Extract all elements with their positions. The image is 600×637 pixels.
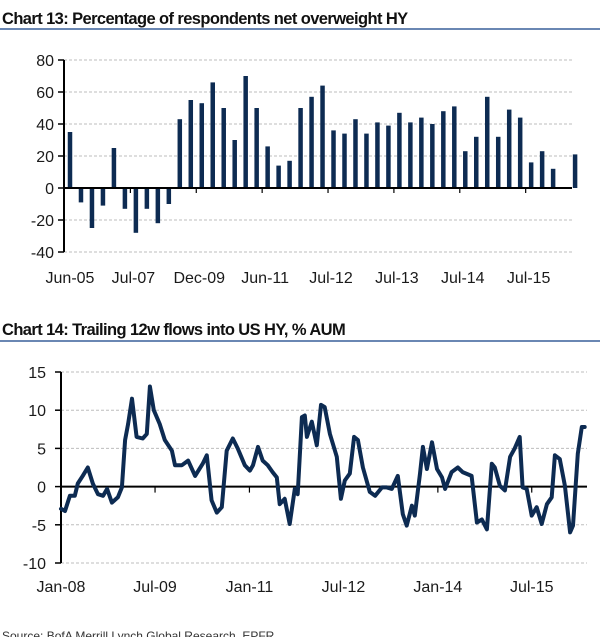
y-tick-label: 5 <box>37 441 46 458</box>
bar <box>375 122 380 188</box>
chart-14: Chart 14: Trailing 12w flows into US HY,… <box>0 321 600 596</box>
bar <box>133 188 139 233</box>
bar <box>320 85 325 188</box>
bar <box>419 117 424 188</box>
bar <box>100 188 106 206</box>
bar <box>408 122 413 188</box>
bar <box>452 106 457 188</box>
bar <box>265 146 270 188</box>
bar <box>166 188 172 204</box>
bar <box>342 133 347 188</box>
x-tick-label: Jun-05 <box>46 270 95 287</box>
bar <box>67 132 73 188</box>
chart-14-title-rule <box>0 340 600 342</box>
chart-14-title: Chart 14: Trailing 12w flows into US HY,… <box>2 321 345 339</box>
bar <box>550 168 556 188</box>
x-tick-label: Jan-08 <box>37 579 86 596</box>
bar <box>210 82 215 188</box>
bar <box>463 151 468 188</box>
x-tick-label: Dec-09 <box>173 270 225 287</box>
x-tick-label: Jul-07 <box>112 270 156 287</box>
x-tick-label: Jul-14 <box>441 270 485 287</box>
bar <box>539 151 545 188</box>
chart-13: Chart 13: Percentage of respondents net … <box>0 10 600 287</box>
x-tick-label: Jul-12 <box>309 270 353 287</box>
bar <box>144 188 150 209</box>
bar <box>188 100 194 188</box>
bar <box>89 188 95 228</box>
x-tick-label: Jul-15 <box>510 579 554 596</box>
y-tick-label: -20 <box>31 213 54 230</box>
x-tick-label: Jul-09 <box>133 579 177 596</box>
bar <box>78 188 84 203</box>
x-tick-label: Jul-15 <box>507 270 551 287</box>
bar <box>484 96 490 188</box>
bar <box>276 165 281 188</box>
y-tick-label: 60 <box>36 85 54 102</box>
chart-13-title: Chart 13: Percentage of respondents net … <box>2 10 408 28</box>
bar <box>517 117 523 188</box>
y-tick-label: 40 <box>36 117 54 134</box>
y-tick-label: -10 <box>23 556 46 573</box>
x-tick-label: Jan-11 <box>226 579 274 596</box>
bar <box>155 188 161 224</box>
bar <box>243 76 248 188</box>
bar <box>221 108 226 188</box>
bar <box>506 109 512 188</box>
y-tick-label: -5 <box>32 518 46 535</box>
bar <box>353 119 358 188</box>
flows-line <box>59 384 587 535</box>
x-tick-label: Jul-12 <box>322 579 366 596</box>
bar <box>309 96 314 188</box>
y-tick-label: 0 <box>37 480 46 497</box>
y-tick-label: 80 <box>36 53 54 70</box>
bar <box>298 108 303 188</box>
chart-13-title-rule <box>0 28 600 30</box>
bar <box>474 136 479 188</box>
y-tick-label: 20 <box>36 149 54 166</box>
source-note: Source: BofA Merrill Lynch Global Resear… <box>2 629 275 637</box>
bar <box>177 119 183 188</box>
bar <box>122 188 128 209</box>
bar <box>495 136 501 188</box>
bar <box>331 130 336 188</box>
bar <box>441 111 446 188</box>
x-tick-label: Jan-14 <box>413 579 462 596</box>
bar <box>572 154 578 188</box>
bar <box>528 162 534 188</box>
y-tick-label: 10 <box>28 403 46 420</box>
x-tick-label: Jul-13 <box>375 270 419 287</box>
y-tick-label: 0 <box>45 181 54 198</box>
bar <box>254 108 259 188</box>
bar <box>386 125 391 188</box>
y-tick-label: 15 <box>28 365 46 382</box>
y-tick-label: -40 <box>31 245 54 262</box>
bar <box>397 112 402 188</box>
bar <box>287 160 292 188</box>
x-tick-label: Jun-11 <box>241 270 289 287</box>
bar <box>430 124 435 188</box>
bar <box>232 140 237 188</box>
bar <box>111 148 117 188</box>
bar <box>199 103 205 188</box>
bar <box>364 133 369 188</box>
